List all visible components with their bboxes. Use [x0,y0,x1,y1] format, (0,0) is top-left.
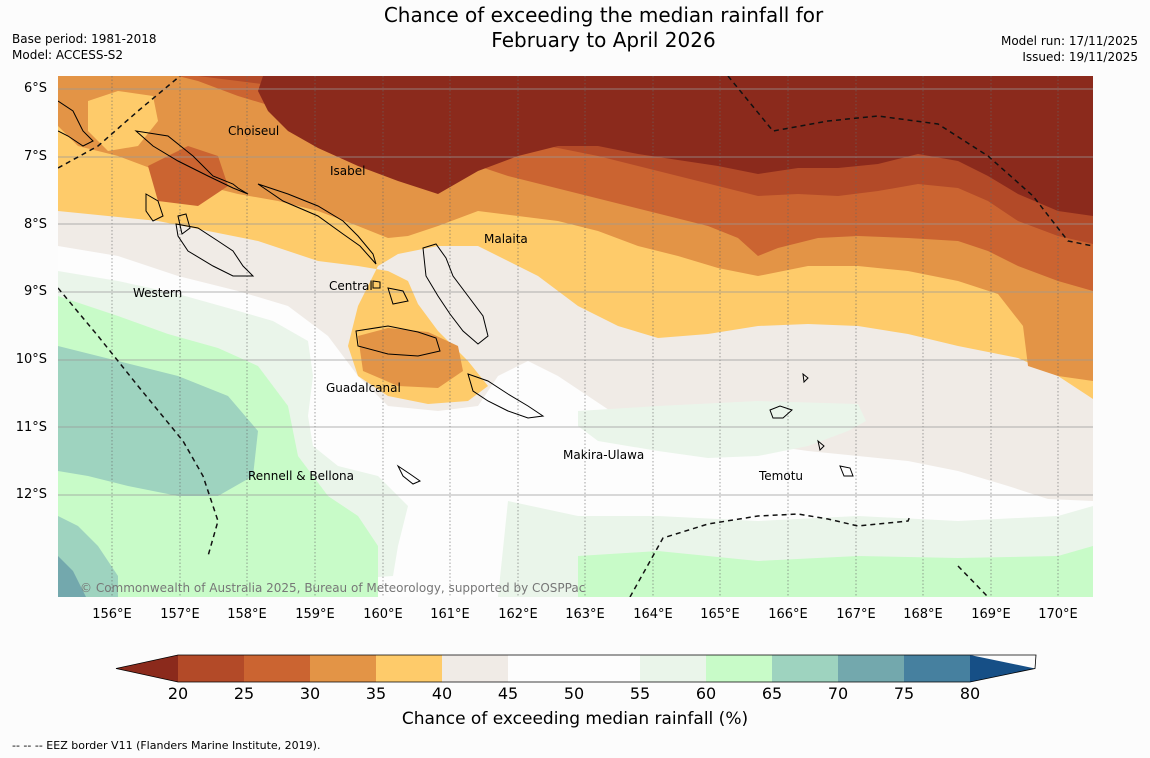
base-period: Base period: 1981-2018 [12,32,157,46]
cb-20-25 [178,655,244,682]
cb-tick-40: 40 [431,684,453,703]
lon-label-165e: 165°E [700,607,740,622]
lon-label-161e: 161°E [430,607,470,622]
title-line-1: Chance of exceeding the median rainfall … [383,3,824,27]
lon-label-168e: 168°E [903,607,943,622]
label-temotu: Temotu [758,469,803,483]
band-30-35-guadalcanal [358,328,463,388]
label-makira: Makira-Ulawa [563,448,644,462]
cb-70-75 [838,655,904,682]
label-choiseul: Choiseul [228,124,279,138]
band-70-75-sw [58,556,86,597]
meta-right: Model run: 17/11/2025 Issued: 19/11/2025 [1001,33,1138,65]
lon-label-159e: 159°E [295,607,335,622]
lat-label-11s: 11°S [15,420,47,435]
cb-arrow-high [970,655,1035,682]
lon-label-166e: 166°E [768,607,808,622]
cb-tick-75: 75 [893,684,915,703]
cb-tick-35: 35 [365,684,387,703]
band-55-60-center [578,401,866,458]
label-central: Central [329,279,373,293]
cb-tick-60: 60 [695,684,717,703]
label-malaita: Malaita [484,232,528,246]
band-60-65-east [578,546,1093,597]
cb-60-65 [706,655,772,682]
cb-30-35 [310,655,376,682]
cb-35-40 [376,655,442,682]
coastlines [58,100,854,485]
model-run: Model run: 17/11/2025 [1000,34,1138,48]
label-guadalcanal: Guadalcanal [326,381,401,395]
lat-label-7s: 7°S [23,149,47,164]
cb-arrow-low [116,655,178,682]
meta-left: Base period: 1981-2018 Model: ACCESS-S2 [12,31,157,63]
band-25-30-west [148,146,228,206]
cb-tick-20: 20 [167,684,189,703]
cb-tick-45: 45 [497,684,519,703]
lat-label-9s: 9°S [23,284,47,299]
eez-legend: -- -- -- EEZ border V11 (Flanders Marine… [12,739,321,752]
cb-tick-25: 25 [233,684,255,703]
band-65-70 [58,346,258,496]
lon-label-167e: 167°E [836,607,876,622]
title-line-2: February to April 2026 [491,28,716,52]
cb-tick-70: 70 [827,684,849,703]
eez-border [58,76,1093,597]
label-western: Western [133,286,182,300]
lon-label-170e: 170°E [1038,607,1078,622]
lon-label-163e: 163°E [565,607,605,622]
colorbar [115,654,1037,683]
cb-45-50 [508,655,574,682]
lat-label-12s: 12°S [15,487,47,502]
cb-outline [115,654,1037,683]
lon-label-156e: 156°E [92,607,132,622]
label-isabel: Isabel [330,164,365,178]
lat-label-8s: 8°S [23,217,47,232]
cb-25-30 [244,655,310,682]
lon-label-157e: 157°E [160,607,200,622]
lon-label-158e: 158°E [227,607,267,622]
cb-40-45 [442,655,508,682]
cb-50-55 [574,655,640,682]
colorbar-label: Chance of exceeding median rainfall (%) [401,709,749,729]
cb-tick-30: 30 [299,684,321,703]
cb-tick-80: 80 [959,684,981,703]
model-name: Model: ACCESS-S2 [12,48,124,62]
band-lt20 [258,76,1093,216]
rainfall-map: Choiseul Isabel Malaita Central Western … [58,76,1093,597]
cb-tick-55: 55 [629,684,651,703]
band-35-40-nw [88,91,158,151]
lat-label-6s: 6°S [23,81,47,96]
graticule [111,76,1059,597]
lon-label-164e: 164°E [633,607,673,622]
cb-65-70 [772,655,838,682]
cb-tick-50: 50 [563,684,585,703]
copyright: © Commonwealth of Australia 2025, Bureau… [80,581,585,595]
cb-55-60 [640,655,706,682]
cb-75-80 [904,655,970,682]
lon-label-160e: 160°E [363,607,403,622]
lon-label-169e: 169°E [971,607,1011,622]
lat-label-10s: 10°S [15,352,47,367]
lon-label-162e: 162°E [498,607,538,622]
label-rennell: Rennell & Bellona [248,469,354,483]
issued-date: Issued: 19/11/2025 [1022,50,1138,64]
lat-lines [58,88,1093,496]
cb-tick-65: 65 [761,684,783,703]
map-title: Chance of exceeding the median rainfall … [0,3,1150,53]
